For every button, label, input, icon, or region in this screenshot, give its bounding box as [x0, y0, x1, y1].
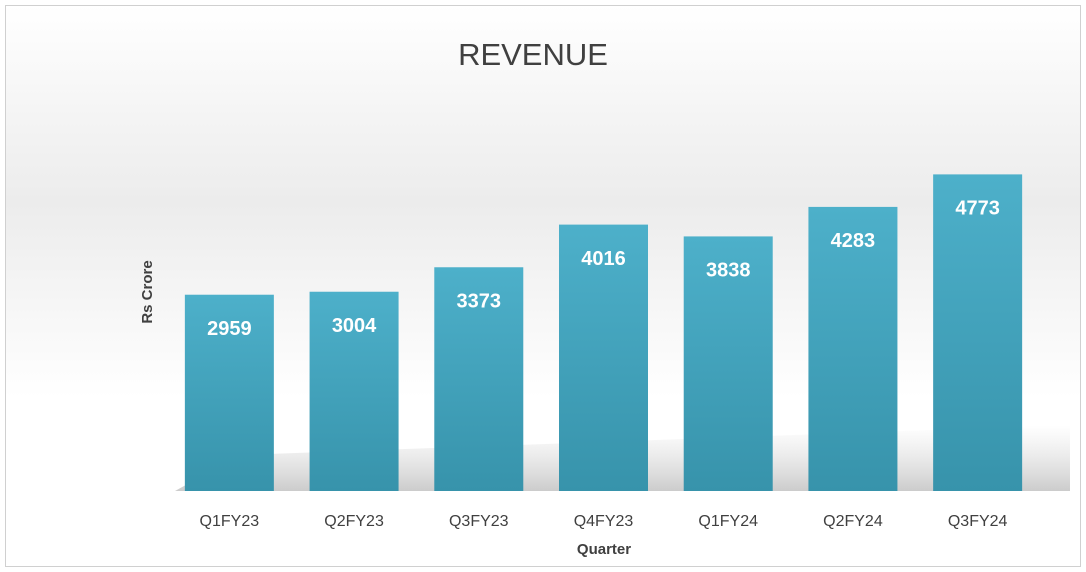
data-label: 4016: [581, 248, 626, 270]
chart-title: REVENUE: [458, 37, 608, 72]
x-tick-label: Q3FY23: [449, 513, 509, 530]
data-label: 3373: [457, 291, 502, 313]
bar: [309, 291, 399, 491]
data-label: 4283: [831, 230, 876, 252]
data-label: 4773: [955, 198, 1000, 220]
bar: [808, 206, 898, 491]
data-label: 2959: [207, 318, 252, 340]
x-tick-label: Q4FY23: [574, 513, 634, 530]
x-tick-label: Q3FY24: [948, 513, 1008, 530]
data-label: 3838: [706, 260, 751, 282]
x-tick-label: Q1FY23: [200, 513, 260, 530]
y-axis-label: Rs Crore: [139, 260, 156, 323]
bar: [933, 174, 1023, 492]
x-axis-label: Quarter: [577, 541, 631, 558]
bar: [559, 224, 648, 491]
x-tick-label: Q2FY24: [823, 513, 883, 530]
bar: [434, 267, 524, 491]
data-label: 3004: [332, 315, 377, 337]
bar: [184, 294, 274, 491]
x-tick-label: Q1FY24: [698, 513, 758, 530]
bar: [683, 236, 773, 491]
x-tick-label: Q2FY23: [324, 513, 384, 530]
